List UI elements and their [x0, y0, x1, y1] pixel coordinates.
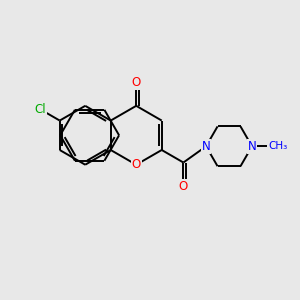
- Text: O: O: [132, 158, 141, 171]
- Text: CH₃: CH₃: [268, 141, 287, 151]
- Text: O: O: [132, 76, 141, 89]
- Text: N: N: [248, 140, 256, 153]
- Text: N: N: [202, 140, 210, 153]
- Text: Cl: Cl: [34, 103, 46, 116]
- Text: O: O: [179, 180, 188, 193]
